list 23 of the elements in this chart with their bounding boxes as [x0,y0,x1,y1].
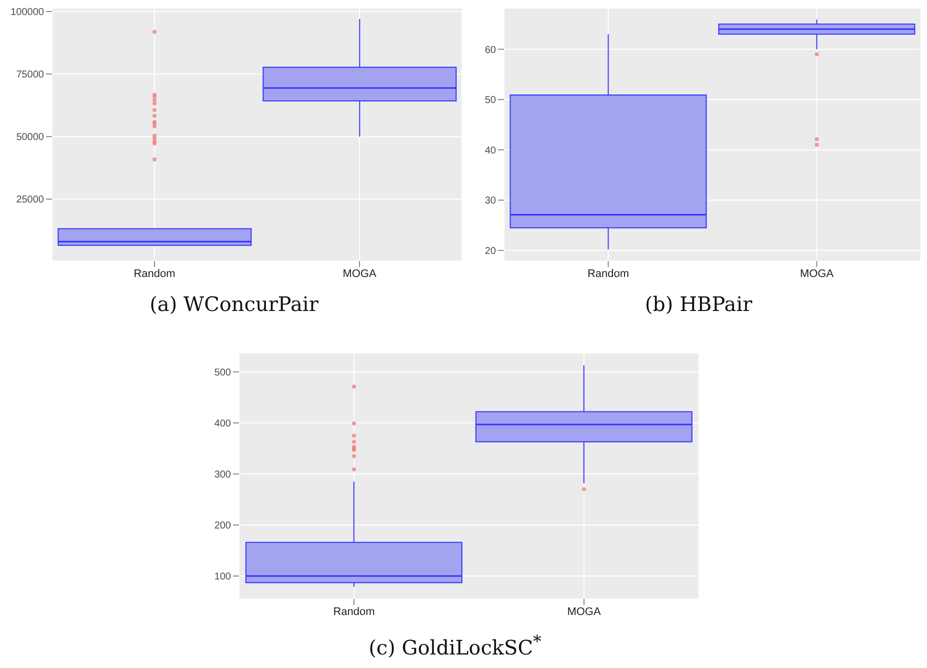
x-tick-label: Random [134,268,176,280]
y-tick-label: 20 [484,246,496,257]
y-tick-label: 75000 [16,70,44,81]
y-tick-label: 500 [214,367,232,378]
text: (b) HBPair [644,292,754,316]
x-tick-label: Random [333,606,375,618]
y-tick-label: 50 [484,95,496,106]
y-tick-label: 400 [214,418,232,430]
y-tick-label: 300 [214,470,232,481]
y-tick-label: 50000 [16,132,44,144]
y-tick-label: 100 [214,572,232,583]
y-tick-label: 30 [484,196,496,207]
y-tick-label: 40 [484,145,496,156]
x-tick-label: MOGA [567,606,602,618]
text: (c) GoldiLockSC$^{*}$ [368,632,542,660]
y-tick-label: 200 [214,520,232,532]
y-tick-label: 100000 [10,7,44,18]
y-tick-label: 25000 [16,194,44,206]
x-tick-label: Random [587,268,630,280]
x-tick-label: MOGA [800,268,834,280]
text: (a) WConcurPair [148,292,320,316]
y-tick-label: 60 [484,44,496,56]
x-tick-label: MOGA [342,268,377,280]
